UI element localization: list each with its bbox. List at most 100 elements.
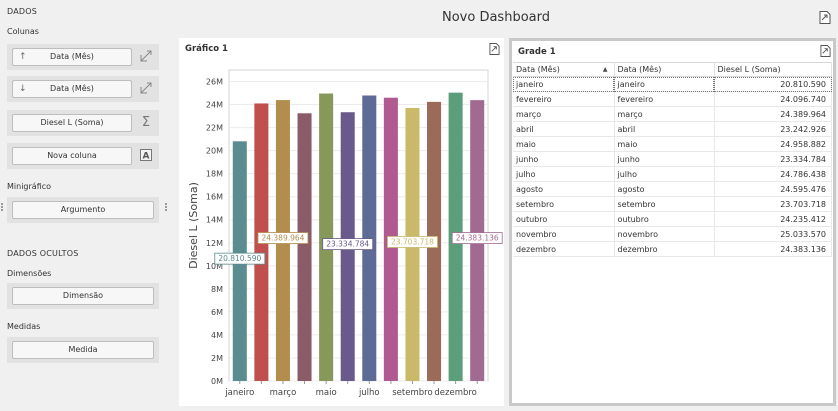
y-tick-label: 26M	[206, 78, 223, 87]
sparkline-section-title: Minigráfico	[7, 182, 52, 191]
grid-header-cell[interactable]: Data (Mês)	[614, 62, 715, 77]
table-row[interactable]: junho junho 23.334.784	[513, 151, 832, 167]
table-cell[interactable]: 20.810.590	[714, 76, 832, 92]
table-cell[interactable]: junho	[614, 151, 715, 167]
y-tick-label: 24M	[206, 101, 223, 110]
column-well-3: Diesel L (Soma) Σ	[7, 110, 159, 136]
svg-text:A: A	[143, 152, 150, 162]
measures-section-title: Medidas	[7, 322, 41, 331]
table-cell[interactable]: 25.033.570	[714, 226, 832, 242]
sum-icon[interactable]: Σ	[141, 115, 151, 130]
table-cell[interactable]: agosto	[614, 181, 715, 197]
drag-handle-icon[interactable]	[165, 203, 168, 215]
column-chip-date-asc[interactable]: ↑ Data (Mês)	[12, 48, 132, 66]
table-row[interactable]: setembro setembro 23.703.718	[513, 196, 832, 212]
table-cell[interactable]: novembro	[513, 226, 615, 242]
dimension-placeholder-chip[interactable]: Dimensão	[12, 287, 154, 305]
table-cell[interactable]: novembro	[614, 226, 715, 242]
table-cell[interactable]: setembro	[614, 196, 715, 212]
table-row[interactable]: janeiro janeiro 20.810.590	[513, 76, 832, 92]
table-cell[interactable]: 24.383.136	[714, 241, 832, 257]
table-row[interactable]: dezembro dezembro 24.383.136	[513, 241, 832, 257]
grid-title: Grade 1	[518, 47, 556, 57]
table-row[interactable]: março março 24.389.964	[513, 106, 832, 122]
export-icon[interactable]	[820, 45, 832, 57]
dimension-icon[interactable]	[139, 82, 153, 96]
table-cell[interactable]: 24.786.438	[714, 166, 832, 182]
table-cell[interactable]: 24.235.412	[714, 211, 832, 227]
y-tick-label: 6M	[211, 308, 223, 317]
table-cell[interactable]: 24.958.882	[714, 136, 832, 152]
data-label-box	[214, 252, 266, 265]
table-cell[interactable]: abril	[614, 121, 715, 137]
export-icon[interactable]	[489, 43, 501, 55]
measures-well: Medida	[7, 337, 159, 363]
y-tick-label: 8M	[211, 285, 223, 294]
data-label: 23.703.718	[391, 237, 434, 246]
new-column-label: Nova coluna	[47, 151, 97, 160]
table-cell[interactable]: janeiro	[513, 76, 615, 92]
table-row[interactable]: maio maio 24.958.882	[513, 136, 832, 152]
table-cell[interactable]: março	[513, 106, 615, 122]
table-cell[interactable]: junho	[513, 151, 615, 167]
table-cell[interactable]: dezembro	[513, 241, 615, 257]
table-row[interactable]: outubro outubro 24.235.412	[513, 211, 832, 227]
columns-section-title: Colunas	[7, 27, 39, 36]
table-row[interactable]: fevereiro fevereiro 24.096.740	[513, 91, 832, 107]
data-label-box	[387, 236, 438, 248]
table-row[interactable]: abril abril 23.242.926	[513, 121, 832, 137]
table-cell[interactable]: dezembro	[614, 241, 715, 257]
grid-header-label: Data (Mês)	[516, 65, 560, 74]
column-well-1: ↑ Data (Mês)	[7, 44, 159, 70]
table-row[interactable]: agosto agosto 24.595.476	[513, 181, 832, 197]
grid-card: Grade 1 Data (Mês) ▲ Data (Mês) Diesel L…	[509, 38, 836, 406]
data-label: 20.810.590	[218, 254, 261, 263]
drag-handle-icon[interactable]	[1, 203, 4, 215]
data-label-box	[451, 232, 503, 244]
data-label: 24.383.136	[456, 234, 499, 243]
table-row[interactable]: julho julho 24.786.438	[513, 166, 832, 182]
bar-abril	[297, 113, 312, 381]
column-chip-date-desc[interactable]: ↓ Data (Mês)	[12, 80, 132, 98]
column-well-4: Nova coluna A	[7, 143, 159, 169]
chart-card: Gráfico 1 0M 2M 4M 6M 8M 10M 12M 14M 16M 18M 20M 22…	[179, 38, 504, 406]
column-well-2: ↓ Data (Mês)	[7, 76, 159, 102]
table-row[interactable]: novembro novembro 25.033.570	[513, 226, 832, 242]
y-tick-label: 20M	[206, 147, 223, 156]
table-cell[interactable]: outubro	[513, 211, 615, 227]
table-cell[interactable]: janeiro	[614, 76, 715, 92]
table-cell[interactable]: 23.242.926	[714, 121, 832, 137]
table-cell[interactable]: julho	[513, 166, 615, 182]
y-tick-label: 22M	[206, 124, 223, 133]
table-cell[interactable]: março	[614, 106, 715, 122]
bar-chart: 0M 2M 4M 6M 8M 10M 12M 14M 16M 18M 20M 22M 24M 26M Die…	[187, 69, 503, 398]
new-column-button[interactable]: Nova coluna	[12, 147, 132, 165]
table-cell[interactable]: agosto	[513, 181, 615, 197]
x-tick-label: setembro	[392, 388, 432, 398]
table-cell[interactable]: 23.334.784	[714, 151, 832, 167]
column-chip-measure[interactable]: Diesel L (Soma)	[12, 114, 132, 132]
table-cell[interactable]: 24.096.740	[714, 91, 832, 107]
measure-placeholder-chip[interactable]: Medida	[12, 341, 154, 359]
table-cell[interactable]: maio	[614, 136, 715, 152]
data-grid: Data (Mês) ▲ Data (Mês) Diesel L (Soma) …	[513, 62, 832, 257]
grid-header-cell[interactable]: Diesel L (Soma)	[714, 62, 832, 77]
data-panel: DADOS Colunas ↑ Data (Mês) ↓ Data (Mês) …	[0, 0, 172, 411]
table-cell[interactable]: setembro	[513, 196, 615, 212]
grid-header-cell[interactable]: Data (Mês) ▲	[513, 62, 615, 77]
sparkline-argument-chip[interactable]: Argumento	[12, 201, 154, 219]
table-cell[interactable]: fevereiro	[513, 91, 615, 107]
table-cell[interactable]: julho	[614, 166, 715, 182]
table-cell[interactable]: abril	[513, 121, 615, 137]
table-cell[interactable]: maio	[513, 136, 615, 152]
table-cell[interactable]: 23.703.718	[714, 196, 832, 212]
table-cell[interactable]: 24.389.964	[714, 106, 832, 122]
table-cell[interactable]: 24.595.476	[714, 181, 832, 197]
table-cell[interactable]: outubro	[614, 211, 715, 227]
y-tick-label: 10M	[206, 262, 223, 271]
text-column-icon[interactable]: A	[139, 149, 153, 163]
dimension-icon[interactable]	[139, 50, 153, 64]
export-icon[interactable]	[819, 11, 831, 24]
table-cell[interactable]: fevereiro	[614, 91, 715, 107]
x-tick-label: dezembro	[434, 388, 477, 398]
